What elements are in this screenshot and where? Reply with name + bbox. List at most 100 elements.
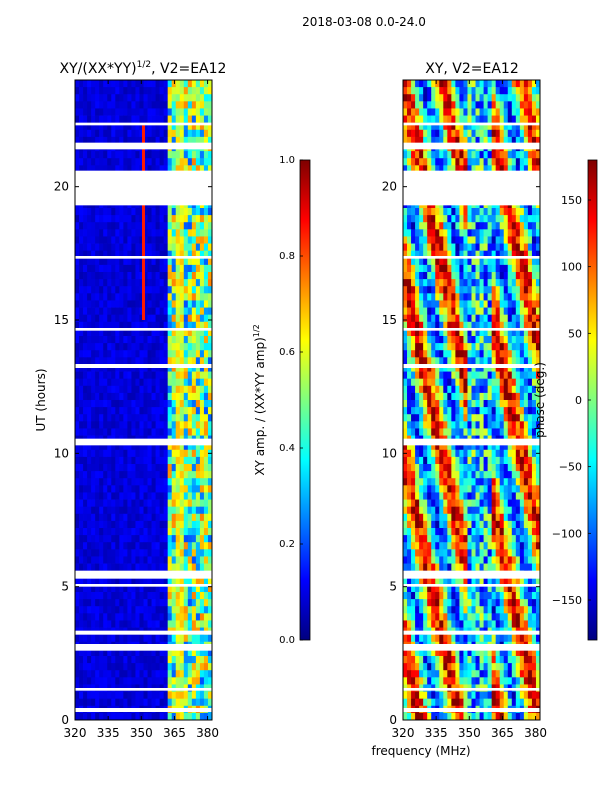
phase-heatmap-cell bbox=[471, 279, 476, 287]
amplitude-heatmap-cell bbox=[87, 499, 92, 508]
amplitude-heatmap-cell bbox=[179, 229, 185, 237]
phase-heatmap-cell bbox=[503, 336, 509, 344]
phase-heatmap-cell bbox=[435, 122, 440, 131]
phase-heatmap-cell bbox=[463, 279, 468, 287]
amplitude-heatmap-cell bbox=[155, 592, 161, 600]
amplitude-heatmap-cell bbox=[79, 87, 84, 95]
amplitude-heatmap-cell bbox=[175, 343, 181, 351]
amplitude-heatmap-cell bbox=[175, 407, 181, 415]
amplitude-heatmap-cell bbox=[79, 80, 84, 88]
amplitude-heatmap-cell bbox=[203, 286, 209, 294]
phase-heatmap-cell bbox=[423, 314, 428, 323]
phase-heatmap-cell bbox=[443, 371, 448, 380]
amplitude-heatmap-cell bbox=[111, 115, 116, 124]
phase-heatmap-cell bbox=[495, 222, 501, 230]
amplitude-heatmap-cell bbox=[147, 385, 152, 394]
phase-heatmap-cell bbox=[511, 293, 517, 301]
amplitude-heatmap-cell bbox=[83, 236, 88, 244]
amplitude-heatmap-cell bbox=[175, 264, 181, 273]
phase-heatmap-cell bbox=[439, 321, 444, 330]
phase-heatmap-cell bbox=[451, 442, 456, 451]
amplitude-heatmap-cell bbox=[123, 257, 128, 266]
phase-heatmap-cell bbox=[411, 421, 416, 429]
phase-heatmap-cell bbox=[455, 165, 460, 173]
phase-heatmap-cell bbox=[427, 428, 432, 436]
amplitude-heatmap-cell bbox=[111, 698, 116, 707]
amplitude-heatmap-cell bbox=[171, 336, 177, 344]
phase-heatmap-cell bbox=[475, 151, 480, 159]
amplitude-heatmap-cell bbox=[179, 264, 185, 273]
amplitude-heatmap-cell bbox=[79, 300, 84, 308]
phase-heatmap-cell bbox=[459, 222, 464, 230]
amplitude-heatmap-cell bbox=[135, 428, 140, 436]
phase-heatmap-cell bbox=[495, 293, 501, 301]
amplitude-heatmap-cell bbox=[207, 307, 213, 316]
phase-heatmap-cell bbox=[471, 158, 476, 166]
phase-heatmap-cell bbox=[431, 321, 436, 330]
amplitude-heatmap-cell bbox=[103, 243, 108, 252]
phase-heatmap-cell bbox=[503, 222, 509, 230]
phase-heatmap-cell bbox=[439, 456, 444, 465]
amplitude-heatmap-cell bbox=[155, 321, 161, 330]
amplitude-heatmap-cell bbox=[147, 378, 152, 387]
phase-heatmap-cell bbox=[419, 208, 424, 216]
amplitude-heatmap-cell bbox=[135, 620, 140, 628]
phase-heatmap-cell bbox=[423, 456, 428, 465]
amplitude-heatmap-cell bbox=[191, 94, 197, 102]
phase-heatmap-cell bbox=[435, 449, 440, 458]
phase-heatmap-cell bbox=[447, 314, 452, 323]
phase-heatmap-cell bbox=[491, 264, 497, 273]
amplitude-heatmap-cell bbox=[155, 407, 161, 415]
amplitude-heatmap-cell bbox=[151, 698, 156, 707]
phase-heatmap-cell bbox=[455, 129, 460, 138]
amplitude-heatmap-cell bbox=[103, 677, 108, 685]
amplitude-heatmap-cell bbox=[111, 129, 116, 138]
phase-heatmap-cell bbox=[443, 286, 448, 294]
amplitude-heatmap-cell bbox=[115, 599, 120, 607]
amplitude-heatmap-cell bbox=[171, 577, 177, 586]
amplitude-heatmap-cell bbox=[99, 236, 104, 244]
amplitude-heatmap-cell bbox=[75, 584, 80, 593]
amplitude-heatmap-cell bbox=[123, 87, 128, 95]
amplitude-heatmap-cell bbox=[119, 336, 124, 344]
amplitude-heatmap-cell bbox=[203, 464, 209, 472]
amplitude-heatmap-cell bbox=[139, 392, 144, 401]
amplitude-heatmap-cell bbox=[123, 577, 128, 586]
phase-heatmap-cell bbox=[463, 464, 468, 472]
phase-heatmap-cell bbox=[415, 129, 420, 138]
amplitude-heatmap-cell bbox=[103, 634, 108, 643]
amplitude-heatmap-cell bbox=[135, 691, 140, 700]
phase-heatmap-cell bbox=[487, 414, 493, 422]
phase-heatmap-cell bbox=[411, 307, 416, 316]
amplitude-heatmap-cell bbox=[75, 528, 80, 536]
amplitude-heatmap-cell bbox=[167, 620, 173, 628]
phase-heatmap-cell bbox=[483, 442, 489, 451]
amplitude-heatmap-cell bbox=[155, 670, 161, 678]
amplitude-heatmap-cell bbox=[79, 556, 84, 564]
phase-heatmap-cell bbox=[411, 336, 416, 344]
amplitude-flagged-row bbox=[75, 328, 212, 331]
amplitude-heatmap-cell bbox=[183, 101, 189, 109]
amplitude-heatmap-cell bbox=[87, 464, 92, 472]
amplitude-heatmap-cell bbox=[87, 371, 92, 380]
amplitude-heatmap-cell bbox=[95, 151, 100, 159]
phase-heatmap-cell bbox=[455, 414, 460, 422]
amplitude-heatmap-cell bbox=[207, 549, 213, 557]
amplitude-heatmap-cell bbox=[167, 307, 173, 316]
amplitude-heatmap-cell bbox=[131, 371, 136, 380]
phase-heatmap-cell bbox=[463, 400, 468, 408]
amplitude-heatmap-cell bbox=[79, 421, 84, 429]
phase-heatmap-cell bbox=[503, 328, 509, 337]
amplitude-heatmap-cell bbox=[147, 236, 152, 244]
amplitude-heatmap-cell bbox=[191, 129, 197, 138]
amplitude-heatmap-cell bbox=[151, 392, 156, 401]
phase-heatmap-cell bbox=[455, 300, 460, 308]
phase-heatmap-cell bbox=[419, 414, 424, 422]
amplitude-heatmap-cell bbox=[175, 592, 181, 600]
amplitude-heatmap-cell bbox=[115, 407, 120, 415]
phase-heatmap-cell bbox=[431, 222, 436, 230]
amplitude-heatmap-cell bbox=[131, 606, 136, 614]
amplitude-heatmap-cell bbox=[155, 549, 161, 557]
phase-heatmap-cell bbox=[403, 336, 408, 344]
amplitude-heatmap-cell bbox=[115, 151, 120, 159]
